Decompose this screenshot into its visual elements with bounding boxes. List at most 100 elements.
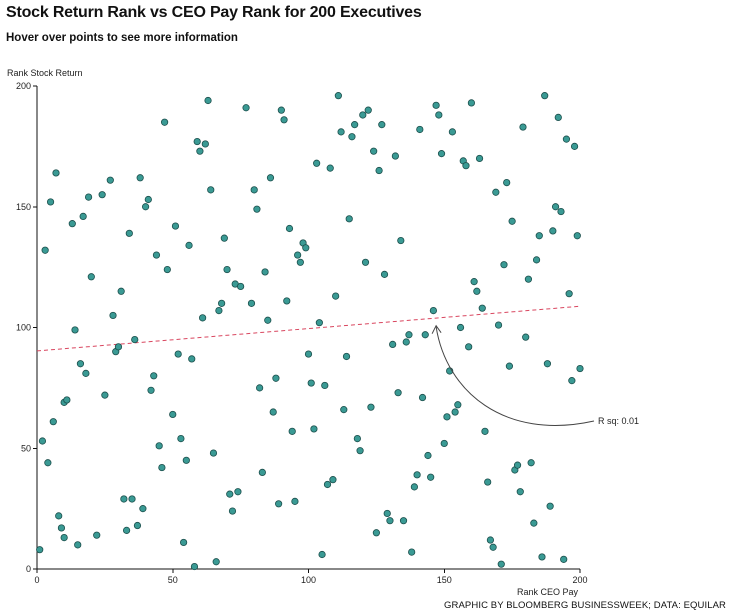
data-point[interactable]: Rank CEO Pay: 16, Rank Stock Return: 85 bbox=[76, 360, 85, 368]
data-point[interactable]: Rank CEO Pay: 132, Rank Stock Return: 17… bbox=[391, 152, 399, 160]
data-point[interactable]: Rank CEO Pay: 200, Rank Stock Return: 83 bbox=[576, 364, 584, 373]
data-point[interactable]: Rank CEO Pay: 36, Rank Stock Return: 95 bbox=[131, 335, 139, 344]
data-point[interactable]: Rank CEO Pay: 170, Rank Stock Return: 10… bbox=[494, 321, 503, 329]
data-point[interactable]: Rank CEO Pay: 130, Rank Stock Return: 20 bbox=[386, 517, 394, 525]
data-point[interactable]: Rank CEO Pay: 32, Rank Stock Return: 29 bbox=[120, 495, 128, 503]
data-point[interactable]: Rank CEO Pay: 150, Rank Stock Return: 52 bbox=[440, 439, 448, 448]
data-point[interactable]: Rank CEO Pay: 120, Rank Stock Return: 18… bbox=[359, 111, 367, 119]
data-point[interactable]: Rank CEO Pay: 128, Rank Stock Return: 12… bbox=[380, 270, 389, 278]
data-point[interactable]: Rank CEO Pay: 54, Rank Stock Return: 11 bbox=[180, 538, 188, 547]
data-point[interactable]: Rank CEO Pay: 162, Rank Stock Return: 11… bbox=[473, 287, 481, 295]
data-point[interactable]: Rank CEO Pay: 52, Rank Stock Return: 89 bbox=[174, 350, 182, 358]
data-point[interactable]: Rank CEO Pay: 179, Rank Stock Return: 18… bbox=[519, 123, 527, 131]
data-point[interactable]: Rank CEO Pay: 37, Rank Stock Return: 18 bbox=[133, 521, 142, 530]
data-point[interactable]: Rank CEO Pay: 115, Rank Stock Return: 14… bbox=[345, 215, 353, 223]
data-point[interactable]: Rank CEO Pay: 87, Rank Stock Return: 65 bbox=[269, 408, 277, 416]
data-point[interactable]: Rank CEO Pay: 51, Rank Stock Return: 142 bbox=[171, 222, 180, 230]
data-point[interactable]: Rank CEO Pay: 142, Rank Stock Return: 71 bbox=[418, 393, 427, 402]
data-point[interactable]: Rank CEO Pay: 55, Rank Stock Return: 45 bbox=[182, 456, 190, 464]
data-point[interactable]: Rank CEO Pay: 154, Rank Stock Return: 65 bbox=[451, 408, 459, 416]
data-point[interactable]: Rank CEO Pay: 58, Rank Stock Return: 1 bbox=[190, 562, 199, 571]
data-point[interactable]: Rank CEO Pay: 14, Rank Stock Return: 99 bbox=[71, 326, 79, 334]
data-point[interactable]: Rank CEO Pay: 177, Rank Stock Return: 43 bbox=[513, 461, 522, 469]
data-point[interactable]: Rank CEO Pay: 111, Rank Stock Return: 19… bbox=[334, 92, 342, 100]
data-point[interactable]: Rank CEO Pay: 15, Rank Stock Return: 10 bbox=[74, 541, 82, 549]
data-point[interactable]: Rank CEO Pay: 69, Rank Stock Return: 137 bbox=[220, 234, 228, 242]
data-point[interactable]: Rank CEO Pay: 110, Rank Stock Return: 11… bbox=[332, 292, 340, 300]
data-point[interactable]: Rank CEO Pay: 195, Rank Stock Return: 17… bbox=[562, 135, 571, 143]
data-point[interactable]: Rank CEO Pay: 41, Rank Stock Return: 153 bbox=[144, 195, 152, 204]
data-point[interactable]: Rank CEO Pay: 144, Rank Stock Return: 47 bbox=[424, 451, 432, 460]
data-point[interactable]: Rank CEO Pay: 172, Rank Stock Return: 12… bbox=[500, 261, 508, 269]
data-point[interactable]: Rank CEO Pay: 7, Rank Stock Return: 164 bbox=[52, 169, 60, 177]
data-point[interactable]: Rank CEO Pay: 82, Rank Stock Return: 75 bbox=[256, 384, 264, 392]
data-point[interactable]: Rank CEO Pay: 145, Rank Stock Return: 38 bbox=[427, 473, 435, 481]
data-point[interactable]: Rank CEO Pay: 88, Rank Stock Return: 79 bbox=[272, 374, 280, 382]
data-point[interactable]: Rank CEO Pay: 147, Rank Stock Return: 19… bbox=[432, 101, 440, 109]
data-point[interactable]: Rank CEO Pay: 174, Rank Stock Return: 84 bbox=[505, 362, 514, 370]
data-point[interactable]: Rank CEO Pay: 60, Rank Stock Return: 173 bbox=[196, 147, 204, 155]
data-point[interactable]: Rank CEO Pay: 31, Rank Stock Return: 115 bbox=[117, 287, 125, 295]
data-point[interactable]: Rank CEO Pay: 139, Rank Stock Return: 34 bbox=[410, 483, 418, 491]
data-point[interactable]: Rank CEO Pay: 155, Rank Stock Return: 68 bbox=[454, 401, 462, 409]
data-point[interactable]: Rank CEO Pay: 125, Rank Stock Return: 15 bbox=[372, 529, 380, 537]
data-point[interactable]: Rank CEO Pay: 101, Rank Stock Return: 77 bbox=[307, 379, 315, 387]
data-point[interactable]: Rank CEO Pay: 167, Rank Stock Return: 12 bbox=[486, 536, 495, 544]
data-point[interactable]: Rank CEO Pay: 38, Rank Stock Return: 162 bbox=[136, 174, 144, 182]
data-point[interactable]: Rank CEO Pay: 124, Rank Stock Return: 17… bbox=[370, 147, 378, 155]
data-point[interactable]: Rank CEO Pay: 140, Rank Stock Return: 39 bbox=[413, 471, 421, 479]
data-point[interactable]: Rank CEO Pay: 65, Rank Stock Return: 48 bbox=[209, 449, 218, 457]
data-point[interactable]: Rank CEO Pay: 194, Rank Stock Return: 4 bbox=[560, 555, 568, 563]
data-point[interactable]: Rank CEO Pay: 50, Rank Stock Return: 64 bbox=[169, 410, 177, 419]
data-point[interactable]: Rank CEO Pay: 3, Rank Stock Return: 132 bbox=[41, 246, 49, 254]
data-point[interactable]: Rank CEO Pay: 100, Rank Stock Return: 89 bbox=[304, 350, 313, 358]
data-point[interactable]: Rank CEO Pay: 84, Rank Stock Return: 123 bbox=[261, 268, 269, 276]
data-point[interactable]: Rank CEO Pay: 141, Rank Stock Return: 18… bbox=[416, 125, 424, 134]
data-point[interactable]: Rank CEO Pay: 169, Rank Stock Return: 15… bbox=[492, 188, 500, 196]
data-point[interactable]: Rank CEO Pay: 183, Rank Stock Return: 19 bbox=[530, 519, 538, 527]
data-point[interactable]: Rank CEO Pay: 116, Rank Stock Return: 17… bbox=[348, 133, 356, 141]
data-point[interactable]: Rank CEO Pay: 121, Rank Stock Return: 12… bbox=[361, 258, 370, 266]
data-point[interactable]: Rank CEO Pay: 94, Rank Stock Return: 57 bbox=[288, 427, 296, 435]
data-point[interactable]: Rank CEO Pay: 171, Rank Stock Return: 2 bbox=[497, 560, 505, 568]
data-point[interactable]: Rank CEO Pay: 180, Rank Stock Return: 96 bbox=[522, 333, 530, 341]
data-point[interactable]: Rank CEO Pay: 93, Rank Stock Return: 141 bbox=[285, 224, 294, 233]
data-point[interactable]: Rank CEO Pay: 137, Rank Stock Return: 97 bbox=[405, 331, 413, 339]
data-point[interactable]: Rank CEO Pay: 85, Rank Stock Return: 103 bbox=[264, 316, 272, 324]
data-point[interactable]: Rank CEO Pay: 117, Rank Stock Return: 18… bbox=[351, 121, 359, 129]
data-point[interactable]: Rank CEO Pay: 13, Rank Stock Return: 143 bbox=[68, 220, 76, 228]
data-point[interactable]: Rank CEO Pay: 27, Rank Stock Return: 161 bbox=[106, 176, 114, 184]
data-point[interactable]: Rank CEO Pay: 199, Rank Stock Return: 13… bbox=[573, 232, 581, 240]
data-point[interactable]: Rank CEO Pay: 173, Rank Stock Return: 16… bbox=[503, 179, 511, 187]
data-point[interactable]: Rank CEO Pay: 97, Rank Stock Return: 127 bbox=[296, 258, 304, 266]
data-point[interactable]: Rank CEO Pay: 193, Rank Stock Return: 14… bbox=[557, 207, 565, 216]
data-point[interactable]: Rank CEO Pay: 28, Rank Stock Return: 105 bbox=[109, 311, 117, 320]
data-point[interactable]: Rank CEO Pay: 72, Rank Stock Return: 24 bbox=[228, 507, 237, 515]
data-point[interactable]: Rank CEO Pay: 186, Rank Stock Return: 5 bbox=[538, 553, 546, 561]
data-point[interactable]: Rank CEO Pay: 43, Rank Stock Return: 80 bbox=[150, 372, 158, 380]
data-point[interactable]: Rank CEO Pay: 148, Rank Stock Return: 18… bbox=[435, 111, 443, 119]
data-point[interactable]: Rank CEO Pay: 59, Rank Stock Return: 177 bbox=[193, 137, 201, 146]
data-point[interactable]: Rank CEO Pay: 146, Rank Stock Return: 10… bbox=[429, 306, 437, 315]
data-point[interactable]: Rank CEO Pay: 4, Rank Stock Return: 44 bbox=[44, 459, 52, 467]
data-point[interactable]: Rank CEO Pay: 63, Rank Stock Return: 194 bbox=[204, 96, 212, 105]
data-point[interactable]: Rank CEO Pay: 114, Rank Stock Return: 88 bbox=[342, 352, 351, 361]
data-point[interactable]: Rank CEO Pay: 166, Rank Stock Return: 36 bbox=[484, 478, 492, 486]
data-point[interactable]: Rank CEO Pay: 105, Rank Stock Return: 6 bbox=[318, 550, 326, 559]
data-point[interactable]: Rank CEO Pay: 156, Rank Stock Return: 10… bbox=[456, 323, 465, 332]
data-point[interactable]: Rank CEO Pay: 96, Rank Stock Return: 130 bbox=[294, 251, 302, 259]
data-point[interactable]: Rank CEO Pay: 165, Rank Stock Return: 57 bbox=[481, 427, 489, 435]
data-point[interactable]: Rank CEO Pay: 45, Rank Stock Return: 51 bbox=[155, 442, 163, 450]
data-point[interactable]: Rank CEO Pay: 47, Rank Stock Return: 185 bbox=[161, 118, 169, 126]
data-point[interactable]: Rank CEO Pay: 9, Rank Stock Return: 17 bbox=[57, 524, 66, 532]
data-point[interactable]: Rank CEO Pay: 70, Rank Stock Return: 124 bbox=[223, 265, 231, 274]
data-point[interactable]: Rank CEO Pay: 1, Rank Stock Return: 8 bbox=[36, 546, 44, 554]
data-point[interactable]: Rank CEO Pay: 80, Rank Stock Return: 157 bbox=[250, 186, 258, 194]
data-point[interactable]: Rank CEO Pay: 151, Rank Stock Return: 63 bbox=[443, 413, 451, 421]
data-point[interactable]: Rank CEO Pay: 74, Rank Stock Return: 32 bbox=[234, 488, 242, 496]
data-point[interactable]: Rank CEO Pay: 149, Rank Stock Return: 17… bbox=[437, 150, 446, 158]
data-point[interactable]: Rank CEO Pay: 53, Rank Stock Return: 54 bbox=[177, 434, 185, 443]
data-point[interactable]: Rank CEO Pay: 18, Rank Stock Return: 81 bbox=[82, 369, 90, 377]
data-point[interactable]: Rank CEO Pay: 123, Rank Stock Return: 67 bbox=[367, 403, 375, 411]
data-point[interactable]: Rank CEO Pay: 67, Rank Stock Return: 107 bbox=[215, 306, 223, 315]
